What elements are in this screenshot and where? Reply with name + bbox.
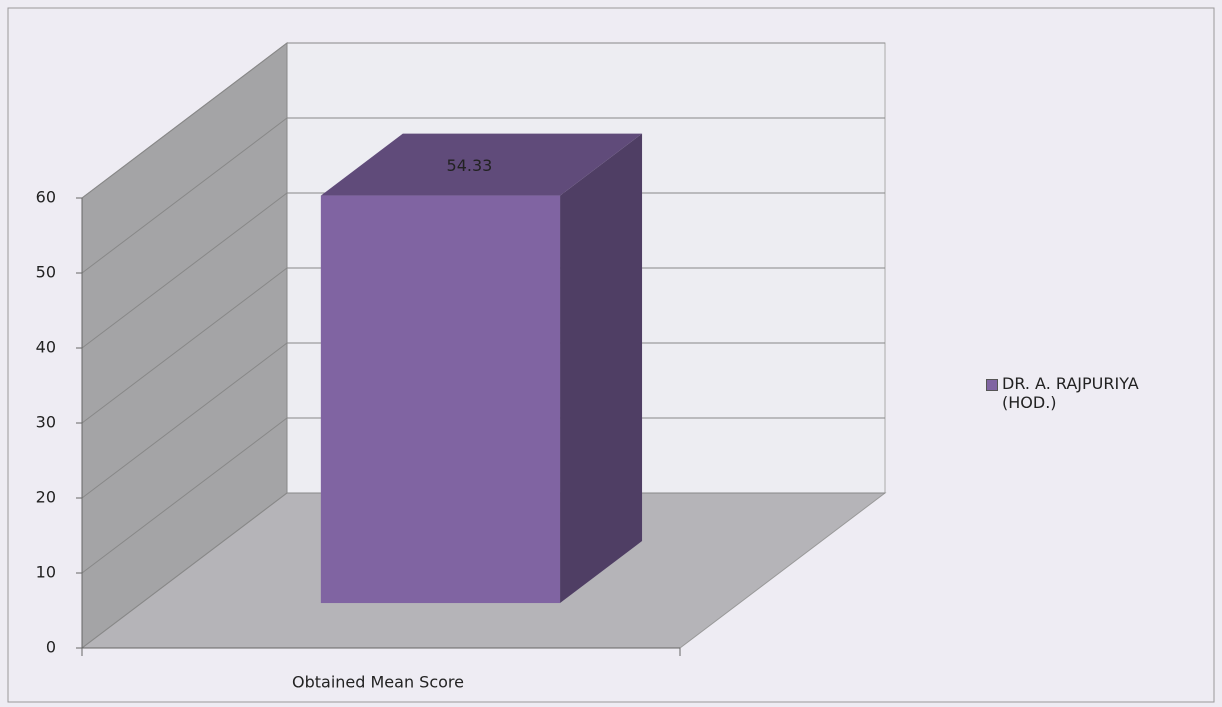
x-tick-label: Obtained Mean Score bbox=[292, 673, 464, 692]
bar bbox=[320, 195, 561, 604]
grid-line bbox=[81, 42, 885, 199]
bar-side bbox=[560, 133, 643, 604]
y-tick-label: 40 bbox=[36, 338, 56, 357]
bar-top bbox=[320, 133, 643, 196]
y-tick-label: 20 bbox=[36, 488, 56, 507]
grid-line bbox=[81, 192, 885, 349]
chart-border bbox=[7, 7, 1215, 703]
y-tick-label: 10 bbox=[36, 563, 56, 582]
y-tick-label: 30 bbox=[36, 413, 56, 432]
grid-line bbox=[81, 492, 885, 649]
grid-line bbox=[81, 342, 885, 499]
grid-line bbox=[81, 117, 885, 274]
y-tick-label: 0 bbox=[46, 638, 56, 657]
grid-line bbox=[81, 267, 885, 424]
grid-line bbox=[81, 417, 885, 574]
legend-label: DR. A. RAJPURIYA (HOD.) bbox=[1002, 374, 1139, 412]
y-tick-label: 50 bbox=[36, 263, 56, 282]
legend: DR. A. RAJPURIYA (HOD.) bbox=[986, 374, 1156, 412]
y-tick-label: 60 bbox=[36, 188, 56, 207]
legend-swatch bbox=[986, 379, 998, 391]
data-label: 54.33 bbox=[447, 156, 493, 175]
